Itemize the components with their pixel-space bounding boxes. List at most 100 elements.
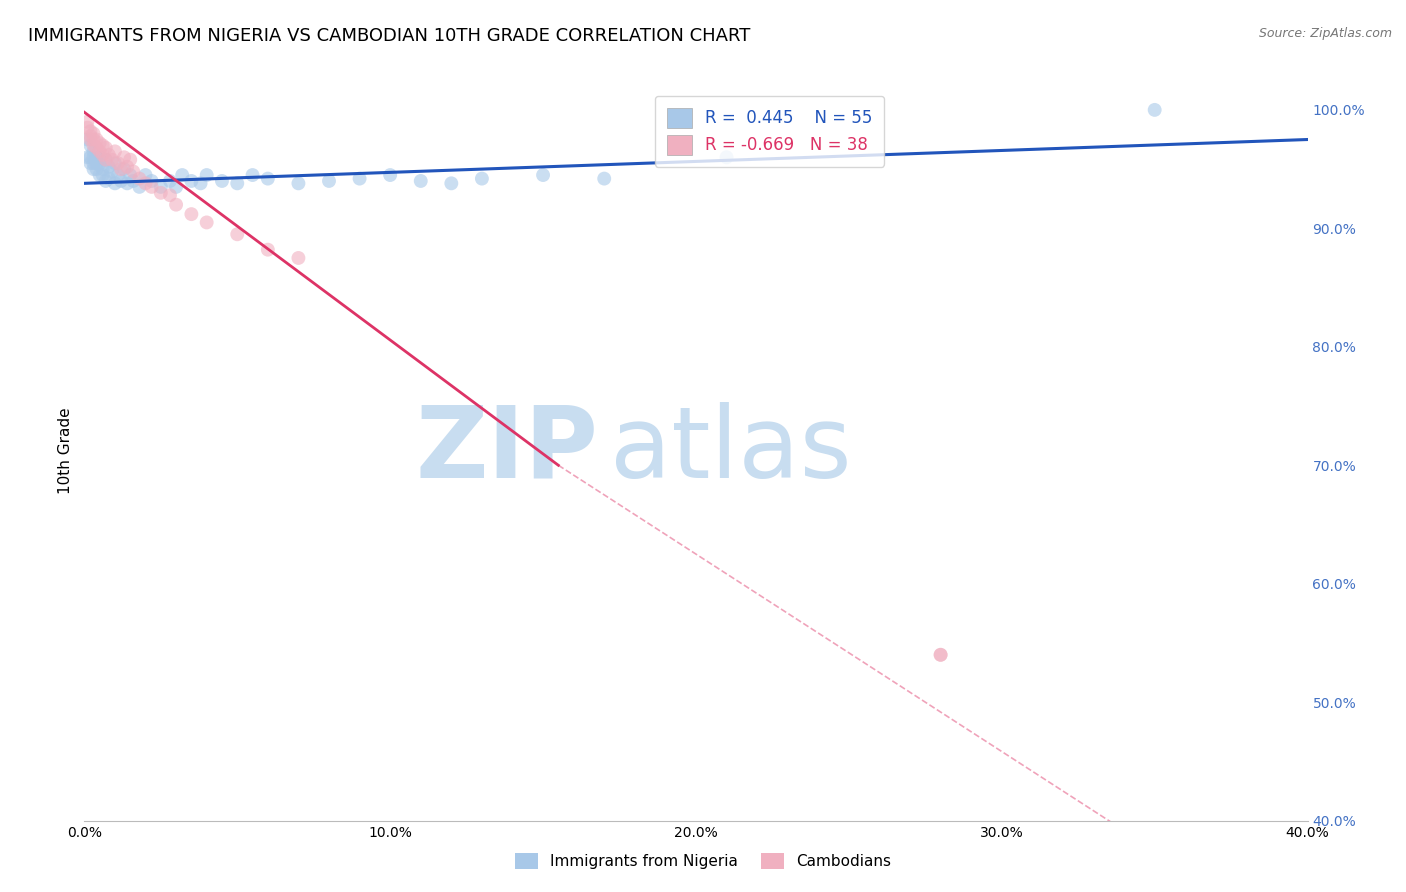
- Point: [380, 168, 402, 182]
- Point: [349, 171, 371, 186]
- Legend: Immigrants from Nigeria, Cambodians: Immigrants from Nigeria, Cambodians: [509, 847, 897, 875]
- Point: [120, 153, 142, 167]
- Point: [86, 132, 108, 146]
- Point: [91, 168, 114, 182]
- Point: [165, 197, 187, 211]
- Point: [104, 156, 127, 170]
- Point: [89, 150, 111, 164]
- Point: [180, 174, 202, 188]
- Text: ZIP: ZIP: [415, 402, 598, 499]
- Point: [76, 132, 98, 146]
- Point: [929, 648, 952, 662]
- Point: [79, 150, 101, 164]
- Point: [79, 124, 101, 138]
- Point: [86, 150, 108, 164]
- Point: [97, 171, 120, 186]
- Point: [211, 174, 233, 188]
- Point: [226, 227, 249, 242]
- Point: [180, 207, 202, 221]
- Point: [89, 168, 111, 182]
- Point: [83, 127, 105, 141]
- Point: [409, 174, 432, 188]
- Point: [115, 160, 138, 174]
- Point: [91, 138, 114, 153]
- Point: [226, 177, 249, 191]
- Point: [94, 153, 117, 167]
- Point: [190, 177, 212, 191]
- Point: [159, 174, 181, 188]
- Point: [242, 168, 264, 182]
- Point: [149, 180, 172, 194]
- Point: [83, 156, 105, 170]
- Point: [593, 171, 616, 186]
- Point: [195, 215, 218, 229]
- Point: [716, 150, 738, 164]
- Point: [159, 188, 181, 202]
- Point: [141, 180, 163, 194]
- Point: [94, 141, 117, 155]
- Point: [107, 156, 129, 170]
- Point: [94, 174, 117, 188]
- Point: [104, 177, 127, 191]
- Text: IMMIGRANTS FROM NIGERIA VS CAMBODIAN 10TH GRADE CORRELATION CHART: IMMIGRANTS FROM NIGERIA VS CAMBODIAN 10T…: [28, 27, 751, 45]
- Point: [135, 168, 157, 182]
- Point: [128, 180, 150, 194]
- Point: [531, 168, 554, 182]
- Point: [122, 164, 145, 178]
- Point: [101, 164, 124, 178]
- Text: atlas: atlas: [610, 402, 852, 499]
- Point: [79, 138, 101, 153]
- Point: [110, 174, 132, 188]
- Point: [94, 153, 117, 167]
- Point: [89, 145, 111, 159]
- Point: [86, 141, 108, 155]
- Point: [471, 171, 494, 186]
- Point: [112, 162, 135, 177]
- Point: [1143, 103, 1166, 117]
- Point: [257, 171, 280, 186]
- Point: [76, 114, 98, 128]
- Point: [318, 174, 340, 188]
- Point: [149, 186, 172, 200]
- Point: [83, 162, 105, 177]
- Point: [86, 156, 108, 170]
- Point: [89, 156, 111, 170]
- Point: [79, 128, 101, 143]
- Point: [112, 150, 135, 164]
- Point: [257, 243, 280, 257]
- Point: [76, 120, 98, 135]
- Point: [89, 136, 111, 150]
- Point: [287, 251, 309, 265]
- Point: [79, 132, 101, 146]
- Point: [104, 145, 127, 159]
- Point: [91, 148, 114, 162]
- Point: [97, 148, 120, 162]
- Point: [929, 648, 952, 662]
- Point: [83, 138, 105, 153]
- Legend: R =  0.445    N = 55, R = -0.669   N = 38: R = 0.445 N = 55, R = -0.669 N = 38: [655, 96, 884, 167]
- Point: [101, 153, 124, 167]
- Point: [83, 145, 105, 159]
- Point: [76, 150, 98, 164]
- Point: [122, 174, 145, 188]
- Point: [128, 171, 150, 186]
- Y-axis label: 10th Grade: 10th Grade: [58, 407, 73, 494]
- Point: [440, 177, 463, 191]
- Point: [195, 168, 218, 182]
- Point: [287, 177, 309, 191]
- Point: [165, 180, 187, 194]
- Point: [86, 162, 108, 177]
- Point: [97, 160, 120, 174]
- Point: [135, 177, 157, 191]
- Point: [115, 177, 138, 191]
- Point: [79, 156, 101, 170]
- Point: [120, 168, 142, 182]
- Point: [83, 132, 105, 146]
- Point: [110, 162, 132, 177]
- Text: Source: ZipAtlas.com: Source: ZipAtlas.com: [1258, 27, 1392, 40]
- Point: [141, 174, 163, 188]
- Point: [91, 162, 114, 177]
- Point: [107, 168, 129, 182]
- Point: [172, 168, 194, 182]
- Point: [83, 150, 105, 164]
